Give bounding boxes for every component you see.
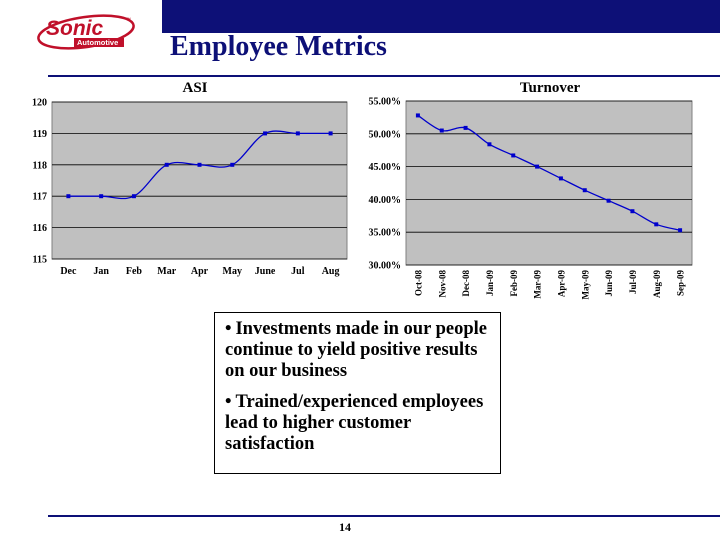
callout-bullet-1: • Investments made in our people continue… [225, 319, 487, 381]
turnover-data-point [487, 142, 492, 147]
turnover-line-chart: 55.00% 50.00% 45.00% 40.00% 35.00% 30.00% Oct-… [369, 97, 693, 300]
turnover-y-tick-label: 35.00% [369, 228, 402, 239]
callout-box: • Investments made in our people continue… [214, 312, 501, 474]
asi-x-tick-label: Jan [93, 266, 109, 277]
page-title: Employee Metrics [170, 31, 387, 62]
turnover-x-tick-label: Sep-09 [676, 270, 686, 297]
asi-y-tick-label: 118 [33, 160, 47, 171]
turnover-plot-area [405, 100, 693, 266]
footer-divider [48, 515, 720, 517]
asi-chart-title: ASI [182, 80, 208, 96]
asi-x-tick-label: Jul [291, 266, 305, 277]
asi-data-point [295, 131, 300, 136]
sonic-automotive-logo: Sonic ™ Automotive [37, 14, 135, 50]
header-divider [48, 75, 720, 77]
asi-data-point [328, 131, 333, 136]
turnover-x-tick-label: Apr-09 [556, 270, 566, 298]
turnover-x-tick-label: Mar-09 [533, 270, 543, 299]
asi-y-tick-label: 115 [33, 255, 47, 266]
turnover-x-tick-label: Oct-08 [413, 270, 423, 296]
turnover-data-point [535, 164, 540, 169]
turnover-chart-title: Turnover [519, 80, 581, 96]
turnover-x-tick-label: May-09 [580, 270, 590, 300]
svg-text:Automotive: Automotive [77, 38, 118, 47]
asi-x-tick-label: Mar [157, 266, 176, 277]
turnover-x-tick-label: Jan-09 [485, 270, 495, 297]
asi-line-chart: 120 119 118 117 116 115 Dec Jan Feb Mar Apr May June… [32, 98, 348, 277]
asi-x-tick-label: June [255, 266, 276, 277]
asi-y-tick-label: 119 [33, 129, 47, 140]
turnover-data-point [654, 222, 659, 227]
callout-bullet-2: • Trained/experienced employees lead to h… [225, 392, 484, 454]
asi-data-point [230, 162, 235, 167]
svg-text:Sonic: Sonic [46, 17, 103, 40]
asi-x-tick-label: May [223, 266, 242, 277]
asi-data-point [131, 194, 136, 199]
turnover-y-tick-label: 45.00% [369, 162, 402, 173]
turnover-data-point [678, 228, 683, 233]
turnover-x-tick-label: Jun-09 [604, 270, 614, 297]
turnover-data-point [415, 113, 420, 118]
turnover-x-tick-label: Jul-09 [628, 270, 638, 295]
turnover-x-tick-label: Aug-09 [652, 270, 662, 299]
turnover-x-tick-label: Feb-09 [509, 270, 519, 297]
asi-x-tick-label: Aug [322, 266, 340, 277]
asi-data-point [263, 131, 268, 136]
turnover-data-point [582, 188, 587, 193]
turnover-x-tick-label: Dec-08 [461, 270, 471, 297]
turnover-data-point [511, 153, 516, 158]
asi-data-point [66, 194, 71, 199]
turnover-y-tick-label: 55.00% [369, 97, 402, 108]
turnover-x-tick-label: Nov-08 [437, 270, 447, 298]
asi-x-tick-label: Apr [191, 266, 209, 277]
turnover-data-point [439, 128, 444, 133]
asi-y-tick-label: 116 [33, 223, 47, 234]
asi-y-tick-label: 117 [33, 192, 47, 203]
page-number: 14 [339, 520, 351, 534]
svg-text:™: ™ [126, 17, 131, 23]
turnover-data-point [463, 125, 468, 130]
asi-plot-area [51, 101, 348, 260]
asi-data-point [197, 162, 202, 167]
header-bar [162, 0, 720, 33]
asi-data-point [99, 194, 104, 199]
turnover-y-tick-label: 50.00% [369, 129, 402, 140]
asi-x-tick-label: Dec [60, 266, 77, 277]
turnover-y-tick-label: 30.00% [369, 261, 402, 272]
turnover-data-point [558, 176, 563, 181]
turnover-y-tick-label: 40.00% [369, 195, 402, 206]
turnover-data-point [606, 198, 611, 203]
asi-x-tick-label: Feb [126, 266, 143, 277]
turnover-data-point [630, 209, 635, 214]
asi-y-tick-label: 120 [32, 98, 47, 109]
asi-data-point [164, 162, 169, 167]
